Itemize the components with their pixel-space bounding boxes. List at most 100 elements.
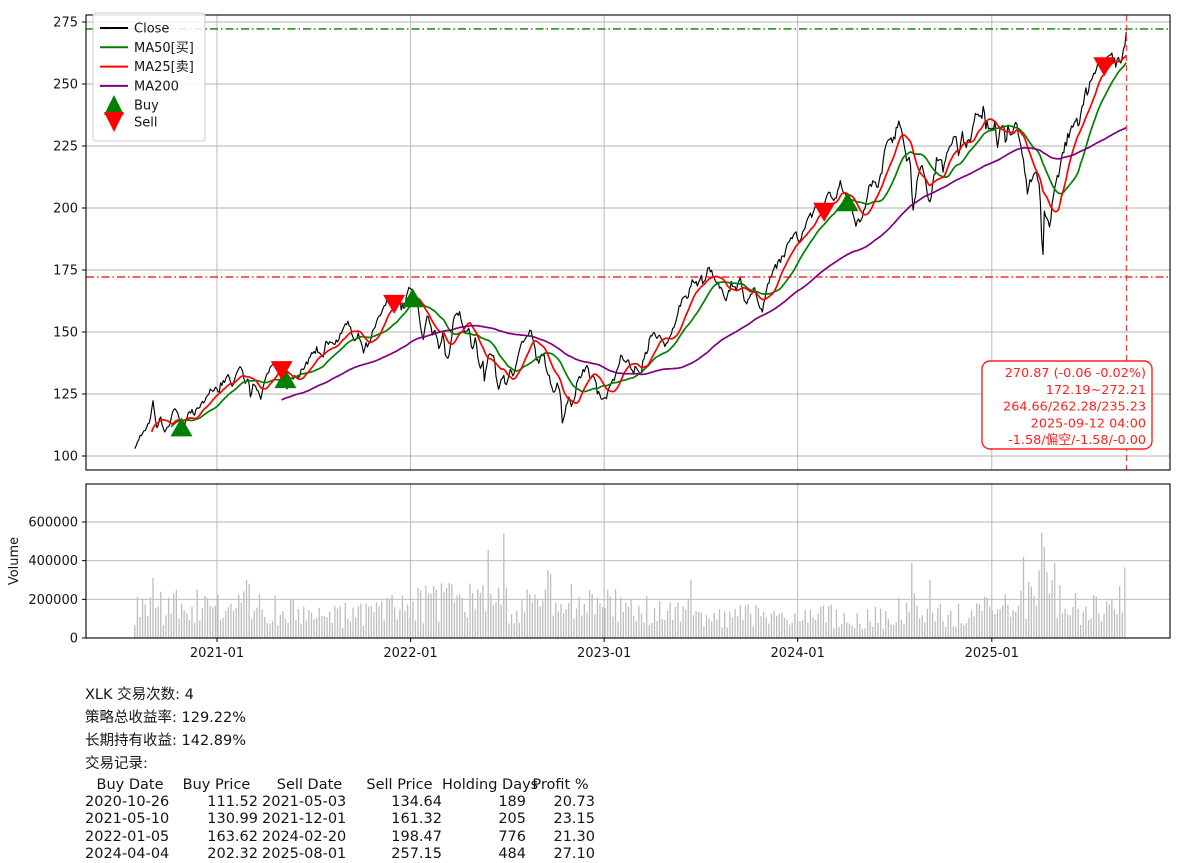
volume-bar	[976, 603, 978, 638]
price-tick-label: 250	[53, 78, 78, 93]
volume-bar	[659, 601, 661, 638]
volume-bar	[318, 607, 320, 638]
price-tick-label: 150	[53, 326, 78, 341]
price-plot-frame	[85, 14, 1171, 471]
volume-bar	[503, 533, 505, 638]
volume-bar	[425, 585, 427, 638]
volume-bar	[604, 608, 606, 638]
volume-tick-label: 200000	[28, 593, 78, 608]
table-cell: 189	[498, 794, 526, 811]
volume-bar	[900, 619, 903, 638]
volume-bar	[516, 610, 518, 638]
volume-bar	[336, 608, 339, 638]
volume-bar	[191, 606, 193, 638]
volume-bar	[599, 603, 601, 638]
date-tick-label: 2025-01	[965, 646, 1019, 661]
volume-bar	[266, 623, 268, 638]
volume-bar	[227, 607, 229, 638]
volume-bar	[570, 584, 573, 638]
volume-bar	[1033, 596, 1035, 638]
volume-bar	[760, 616, 762, 638]
volume-bar	[895, 622, 897, 638]
volume-bar	[653, 608, 656, 638]
volume-bar	[165, 615, 167, 638]
table-cell: 257.15	[391, 845, 442, 862]
volume-bar	[432, 586, 435, 638]
volume-bar	[134, 624, 136, 638]
volume-bar	[778, 613, 780, 638]
volume-bar	[627, 606, 630, 638]
volume-bars	[134, 532, 1126, 638]
volume-bar	[1082, 611, 1084, 638]
volume-bar	[477, 589, 479, 638]
volume-bar	[490, 593, 492, 638]
trade-table-header: Buy Date Buy Price Sell Date Sell Price Hold…	[85, 777, 595, 794]
volume-bar	[973, 615, 975, 638]
volume-bar	[1085, 606, 1087, 638]
volume-bar	[225, 611, 227, 638]
volume-bar	[253, 610, 255, 638]
table-cell: 484	[498, 845, 526, 862]
volume-bar	[149, 597, 152, 638]
volume-bar	[651, 623, 653, 638]
volume-bar	[1030, 586, 1032, 638]
volume-bar	[1108, 604, 1110, 638]
volume-bar	[440, 583, 443, 638]
volume-bar	[365, 603, 367, 638]
volume-bar	[547, 570, 549, 638]
volume-bar	[536, 600, 539, 638]
volume-bar	[539, 606, 541, 638]
volume-bar	[381, 601, 383, 638]
table-cell: 205	[498, 811, 526, 828]
volume-bar	[451, 584, 453, 638]
volume-bar	[235, 608, 237, 638]
volume-bar	[983, 596, 986, 638]
volume-bar	[412, 601, 414, 638]
volume-bar	[814, 619, 817, 638]
volume-bar	[474, 608, 476, 638]
volume-bar	[776, 615, 778, 638]
volume-bar	[399, 609, 401, 638]
volume-bar	[698, 611, 700, 638]
volume-bar	[1035, 605, 1038, 638]
volume-bar	[1061, 613, 1064, 638]
volume-bar	[212, 607, 214, 638]
volume-bar	[339, 606, 341, 638]
volume-bar	[258, 594, 261, 638]
table-row: 2021-05-10 130.99 2021-12-01 161.32 205 23.15	[85, 811, 595, 828]
volume-bar	[721, 627, 723, 638]
volume-bar	[991, 610, 993, 638]
volume-bar	[435, 589, 437, 638]
volume-bar	[747, 604, 749, 638]
volume-bar	[825, 622, 827, 638]
volume-bar	[607, 589, 609, 638]
volume-bar	[970, 610, 973, 638]
volume-bar	[840, 623, 843, 638]
volume-bar	[201, 607, 204, 638]
volume-bar	[864, 628, 866, 638]
volume-bar	[843, 612, 845, 638]
volume-bar	[568, 603, 570, 638]
buyhold-return-line: 长期持有收益: 142.89%	[85, 733, 247, 749]
volume-bar	[170, 613, 172, 638]
strategy-return-line: 策略总收益率: 129.22%	[85, 710, 247, 726]
volume-bar	[523, 612, 526, 638]
volume-bar	[926, 608, 929, 638]
volume-bar	[222, 617, 224, 638]
price-tick-label: 175	[53, 264, 78, 279]
volume-bar	[861, 629, 864, 638]
volume-bar	[162, 625, 165, 638]
price-tick-label: 225	[53, 140, 78, 155]
table-cell: 2021-12-01	[262, 811, 347, 828]
volume-bar	[147, 616, 149, 638]
volume-bar	[635, 620, 637, 638]
volume-bar	[591, 593, 593, 638]
volume-bar	[947, 614, 949, 638]
volume-bar	[409, 617, 411, 638]
volume-bar	[404, 610, 406, 638]
volume-bar	[996, 609, 999, 638]
volume-bar	[484, 611, 487, 638]
volume-bar	[458, 594, 461, 638]
volume-bar	[770, 614, 773, 638]
table-row: 2020-10-26 111.52 2021-05-03 134.64 189 20.73	[85, 794, 595, 811]
